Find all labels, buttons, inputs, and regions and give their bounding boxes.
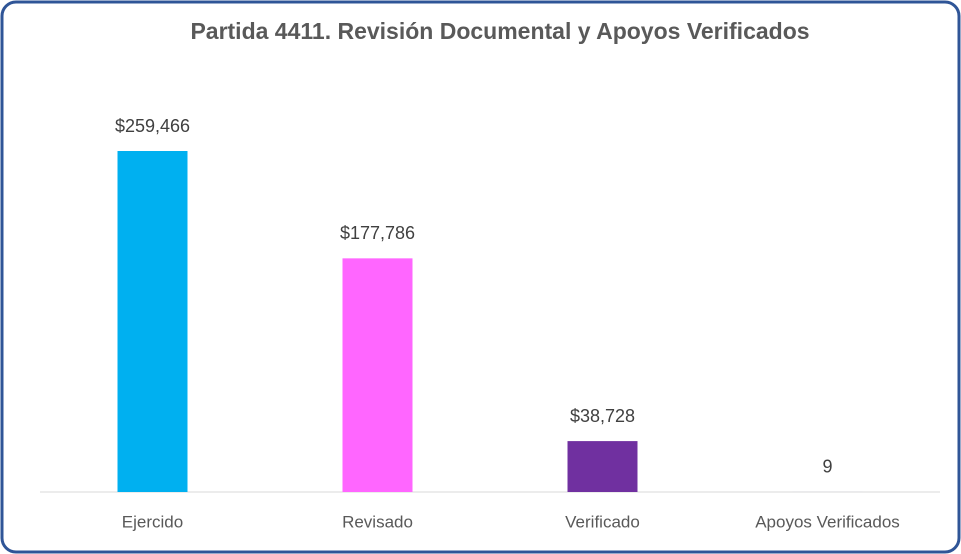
x-tick-label: Verificado (565, 512, 640, 531)
bar (117, 151, 188, 492)
x-tick-label: Apoyos Verificados (755, 512, 900, 531)
bar (567, 441, 638, 492)
bar (342, 258, 413, 492)
x-tick-label: Ejercido (122, 512, 183, 531)
value-label: 9 (822, 457, 832, 477)
chart-title: Partida 4411. Revisión Documental y Apoy… (190, 18, 809, 44)
value-label: $38,728 (570, 406, 635, 426)
value-label: $177,786 (340, 223, 415, 243)
x-tick-label: Revisado (342, 512, 413, 531)
value-label: $259,466 (115, 116, 190, 136)
